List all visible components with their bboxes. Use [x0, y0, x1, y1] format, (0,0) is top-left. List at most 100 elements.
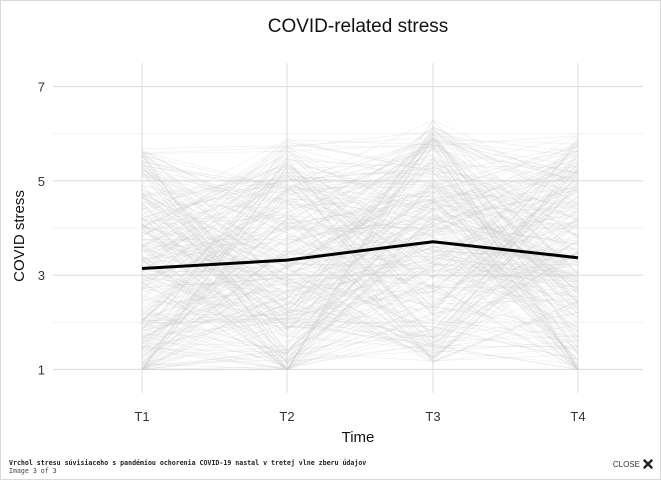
x-axis-label: Time [342, 429, 375, 446]
trajectory-line [141, 320, 579, 370]
trajectory-line [141, 182, 579, 267]
trajectory-line [141, 135, 579, 218]
trajectory-line [141, 162, 579, 358]
trajectory-line [141, 137, 579, 370]
trajectory-line [141, 255, 579, 363]
trajectory-line [141, 159, 579, 337]
trajectory-line [141, 139, 579, 270]
trajectory-line [141, 147, 579, 369]
trajectory-line [141, 186, 579, 367]
trajectory-line [141, 191, 579, 370]
trajectory-line [141, 289, 579, 338]
trajectory-line [141, 142, 579, 357]
trajectory-line [141, 156, 579, 348]
trajectory-line [141, 251, 579, 370]
trajectory-line [141, 160, 579, 287]
trajectory-line [141, 163, 579, 306]
trajectory-line [141, 248, 579, 370]
trajectory-line [141, 199, 579, 253]
trajectory-line [141, 153, 579, 357]
trajectory-line [141, 176, 579, 367]
trajectory-line [142, 144, 579, 370]
trajectory-line [141, 160, 579, 335]
trajectory-line [141, 219, 579, 355]
y-tick-label: 5 [38, 174, 45, 189]
trajectory-line [141, 173, 579, 232]
trajectory-line [141, 119, 579, 322]
trajectory-line [141, 199, 579, 348]
trajectory-line [141, 252, 579, 363]
trajectory-line [141, 148, 579, 316]
trajectory-line [141, 146, 579, 220]
trajectory-line [141, 154, 579, 265]
trajectory-line [141, 145, 579, 342]
trajectory-line [141, 168, 579, 357]
trajectory-line [141, 141, 579, 237]
trajectory-line [141, 157, 579, 370]
trajectory-line [141, 256, 579, 353]
trajectory-line [141, 179, 579, 330]
trajectory-line [141, 178, 579, 266]
trajectory-line [141, 184, 579, 365]
trajectory-line [141, 157, 579, 370]
trajectory-line [141, 155, 579, 353]
x-tick-labels: T1 T2 T3 T4 [134, 409, 585, 424]
trajectory-line [141, 172, 579, 291]
trajectory-line [141, 224, 579, 362]
trajectory-line [141, 137, 579, 367]
trajectory-line [141, 141, 579, 337]
trajectory-line [141, 162, 579, 332]
trajectory-line [141, 174, 579, 339]
trajectory-line [141, 139, 579, 274]
trajectory-line [141, 200, 579, 370]
trajectory-line [141, 157, 579, 288]
trajectory-line [141, 155, 579, 274]
trajectory-line [141, 137, 579, 355]
trajectory-line [141, 218, 579, 349]
trajectory-line [141, 194, 579, 361]
trajectory-line [141, 172, 579, 266]
trajectory-line [141, 126, 579, 363]
trajectory-line [141, 150, 579, 340]
trajectory-line [141, 168, 579, 345]
trajectory-line [141, 201, 579, 362]
trajectory-line [141, 214, 579, 345]
trajectory-line [141, 144, 579, 278]
trajectory-line [141, 150, 579, 370]
trajectory-line [141, 167, 579, 303]
trajectory-line [141, 226, 579, 360]
trajectory-line [141, 215, 579, 325]
trajectory-line [141, 157, 579, 314]
trajectory-line [141, 244, 579, 281]
trajectory-line [141, 168, 579, 362]
trajectory-line [141, 191, 579, 294]
trajectory-line [141, 205, 579, 330]
trajectory-line [141, 140, 579, 370]
caption-text: Vrchol stresu súvisiaceho s pandémiou oc… [9, 459, 367, 467]
trajectory-line [141, 177, 579, 354]
trajectory-line [141, 140, 579, 313]
x-tick-label: T3 [425, 409, 440, 424]
trajectory-line [141, 189, 579, 358]
trajectory-line [141, 192, 579, 294]
trajectory-line [141, 128, 579, 331]
trajectory-line [141, 165, 579, 270]
trajectory-line [141, 169, 579, 370]
trajectory-line [141, 171, 579, 316]
trajectory-line [141, 141, 579, 367]
trajectory-line [141, 162, 579, 343]
trajectory-line [141, 183, 579, 328]
trajectory-line [141, 150, 579, 343]
trajectory-line [141, 184, 579, 309]
trajectory-line [141, 249, 579, 299]
trajectory-line [141, 142, 579, 364]
close-button[interactable]: CLOSE [613, 459, 653, 469]
trajectory-line [141, 144, 579, 300]
trajectory-line [141, 196, 579, 296]
trajectory-line [141, 154, 579, 303]
trajectory-line [141, 151, 579, 370]
trajectory-line [141, 171, 579, 368]
trajectory-line [141, 165, 579, 370]
trajectory-line [141, 189, 579, 369]
trajectory-line [141, 150, 579, 260]
